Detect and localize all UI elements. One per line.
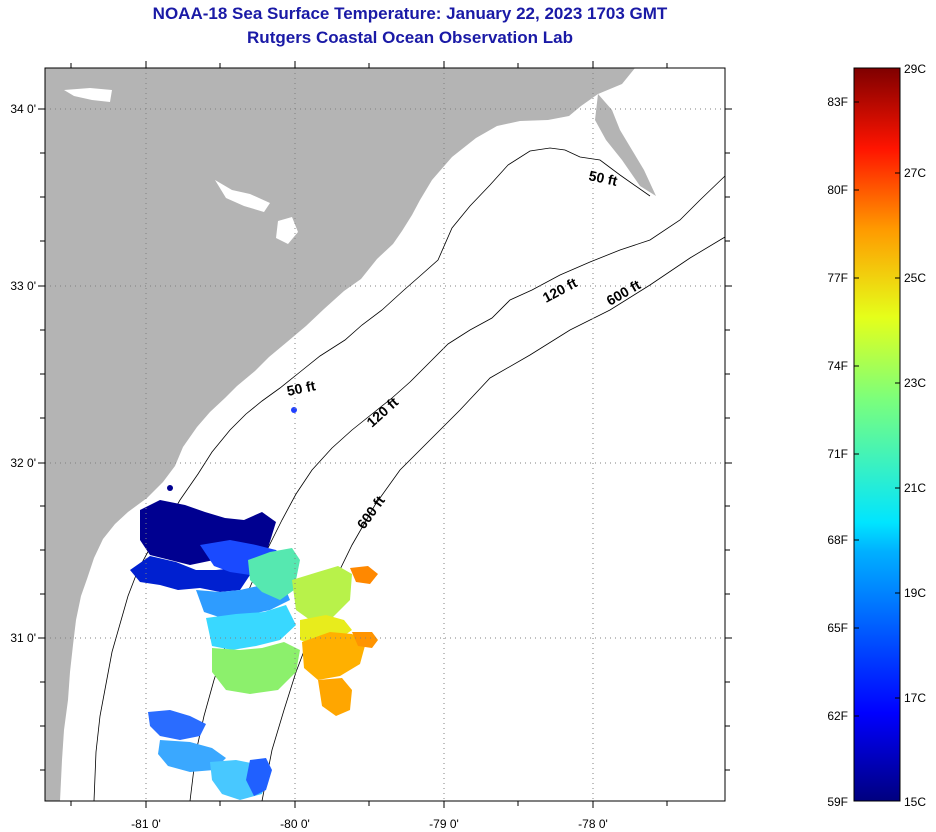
lat-label: 32 0' xyxy=(10,456,36,470)
chart-title: NOAA-18 Sea Surface Temperature: January… xyxy=(152,4,668,23)
colorbar-c-label: 25C xyxy=(904,271,926,285)
colorbar-c-labels: 29C 27C 25C 23C 21C 19C 17C 15C xyxy=(904,62,926,809)
axis-ticks xyxy=(38,61,732,808)
contour-label: 50 ft xyxy=(285,377,317,399)
colorbar-c-label: 15C xyxy=(904,795,926,809)
colorbar-c-label: 23C xyxy=(904,376,926,390)
colorbar-c-label: 19C xyxy=(904,586,926,600)
land-mass xyxy=(45,68,635,801)
lon-label: -79 0' xyxy=(429,817,459,831)
sst-data-layer xyxy=(130,407,378,800)
colorbar-f-label: 59F xyxy=(827,795,848,809)
contour-50ft xyxy=(93,147,651,801)
lon-label: -81 0' xyxy=(131,817,161,831)
inland-lake xyxy=(215,180,270,212)
lat-label: 34 0' xyxy=(10,102,36,116)
colorbar-f-label: 68F xyxy=(827,533,848,547)
inland-lake xyxy=(276,217,298,244)
colorbar xyxy=(853,67,901,802)
lon-label: -80 0' xyxy=(280,817,310,831)
graticule xyxy=(45,68,725,801)
colorbar-f-label: 83F xyxy=(827,95,848,109)
colorbar-f-ticks xyxy=(854,101,859,717)
chart-subtitle: Rutgers Coastal Ocean Observation Lab xyxy=(247,28,573,47)
colorbar-f-labels: 83F 80F 77F 74F 71F 68F 65F 62F 59F xyxy=(827,95,848,809)
inland-lake xyxy=(64,88,112,102)
lat-label: 31 0' xyxy=(10,631,36,645)
colorbar-f-label: 65F xyxy=(827,621,848,635)
lon-label: -78 0' xyxy=(578,817,608,831)
colorbar-c-label: 21C xyxy=(904,481,926,495)
colorbar-f-label: 62F xyxy=(827,709,848,723)
map-frame xyxy=(44,67,726,802)
colorbar-f-label: 71F xyxy=(827,447,848,461)
colorbar-f-label: 74F xyxy=(827,359,848,373)
colorbar-c-label: 27C xyxy=(904,166,926,180)
contour-600ft xyxy=(261,236,725,801)
colorbar-f-label: 77F xyxy=(827,271,848,285)
lat-label: 33 0' xyxy=(10,279,36,293)
colorbar-c-ticks xyxy=(895,172,900,699)
colorbar-c-label: 29C xyxy=(904,62,926,76)
colorbar-f-label: 80F xyxy=(827,183,848,197)
colorbar-c-label: 17C xyxy=(904,691,926,705)
contour-label: 50 ft xyxy=(587,167,619,189)
land-cape xyxy=(595,94,656,196)
